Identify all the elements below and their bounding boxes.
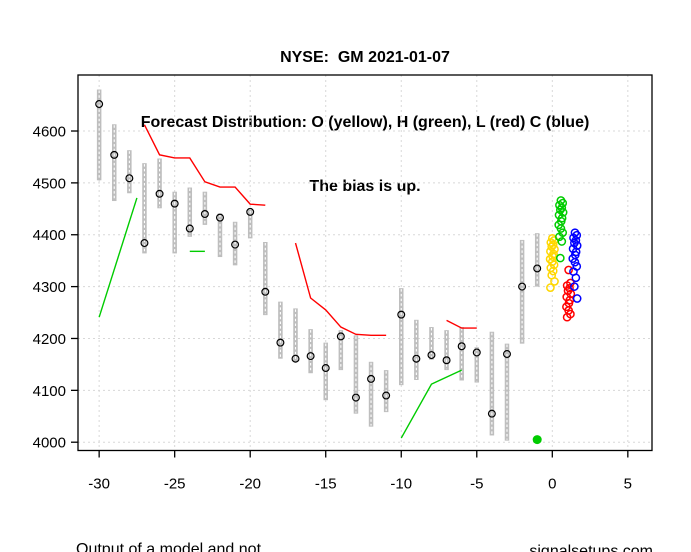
close-marker [412, 354, 421, 363]
forecast-point-close [572, 294, 582, 303]
y-tick-label: 4300 [33, 279, 66, 296]
price-bar [278, 301, 283, 359]
x-tick-label: -30 [88, 476, 110, 493]
close-marker [442, 356, 451, 365]
close-marker [336, 332, 345, 341]
price-bar [368, 361, 374, 427]
forecast-point-low [564, 265, 573, 275]
close-marker [215, 213, 224, 222]
close-marker [140, 239, 149, 248]
close-marker [125, 174, 134, 183]
forecast-point-high [555, 232, 564, 242]
forecast-point-high [556, 224, 566, 233]
disclaimer: Output of a model and not to be taken as… [76, 499, 313, 552]
close-marker [110, 150, 119, 159]
price-bar [112, 124, 117, 202]
close-marker [306, 352, 315, 361]
forecast-point-high [555, 200, 564, 210]
y-tick-label: 4500 [33, 175, 66, 192]
x-tick-label: -5 [470, 476, 483, 493]
disclaimer-line-1: Output of a model and not [76, 541, 262, 552]
site-name: signalsetups.com [529, 543, 653, 552]
forecast-point-close [569, 233, 578, 243]
x-tick-label: -20 [239, 476, 261, 493]
price-bar [519, 239, 525, 344]
close-marker [185, 224, 194, 233]
close-marker [246, 207, 255, 216]
forecast-point-high [557, 237, 567, 246]
forecast-point-open [548, 266, 558, 276]
close-marker [276, 338, 285, 347]
close-marker [291, 354, 300, 363]
y-tick-label: 4200 [33, 331, 66, 348]
forecast-point-close [571, 273, 581, 283]
forecast-point-open [546, 238, 556, 247]
close-marker [200, 209, 209, 218]
y-tick-label: 4400 [33, 227, 66, 244]
close-marker [518, 282, 527, 291]
x-tick-label: -15 [315, 476, 337, 493]
x-tick-label: 0 [548, 476, 556, 493]
forecast-point-open [548, 252, 557, 261]
close-marker [95, 100, 104, 109]
close-marker [261, 287, 270, 296]
forecast-point-high [557, 203, 567, 213]
close-marker [382, 391, 391, 400]
forecast-point-open [545, 254, 555, 264]
close-marker [457, 342, 466, 351]
green-dot [532, 435, 542, 445]
green-forecast-line [98, 197, 138, 318]
close-marker [231, 240, 240, 249]
close-marker [367, 374, 376, 383]
red-forecast-line [294, 242, 387, 337]
x-tick-label: 5 [624, 476, 632, 493]
chart-title: NYSE: GM 2021-01-07 [280, 49, 450, 66]
close-marker [502, 350, 511, 359]
close-marker [487, 409, 496, 418]
close-marker [351, 393, 360, 402]
y-tick-label: 4000 [33, 435, 66, 452]
green-forecast-line [400, 369, 462, 439]
forecast-point-open [546, 283, 555, 292]
close-marker [155, 189, 164, 198]
forecast-point-close [570, 282, 579, 291]
close-marker [533, 264, 542, 273]
price-bar [489, 331, 495, 436]
forecast-point-low [562, 312, 572, 322]
price-bar [474, 347, 480, 383]
x-tick-label: -10 [390, 476, 412, 493]
plot-box [77, 74, 653, 452]
x-tick-label: -25 [164, 476, 186, 493]
close-marker [397, 310, 406, 319]
close-marker [427, 351, 436, 360]
chart-subtitle: Forecast Distribution: O (yellow), H (gr… [140, 113, 590, 131]
red-forecast-line [446, 319, 477, 329]
close-marker [321, 364, 330, 373]
forecast-point-open [550, 277, 559, 286]
price-bar [263, 242, 268, 316]
close-marker [472, 348, 481, 357]
y-tick-label: 4600 [33, 124, 66, 141]
price-bar [247, 209, 253, 239]
attribution: signalsetups.com posted: 2021-01-08 14:1… [412, 501, 653, 552]
chart-bias-note: The bias is up. [309, 178, 421, 195]
close-marker [170, 199, 179, 208]
forecast-point-high [555, 253, 565, 263]
chart-title-block: NYSE: GM 2021-01-07 Forecast Distributio… [78, 4, 652, 241]
red-forecast-line [143, 124, 266, 206]
forecast-point-close [570, 257, 580, 267]
y-tick-label: 4100 [33, 383, 66, 400]
